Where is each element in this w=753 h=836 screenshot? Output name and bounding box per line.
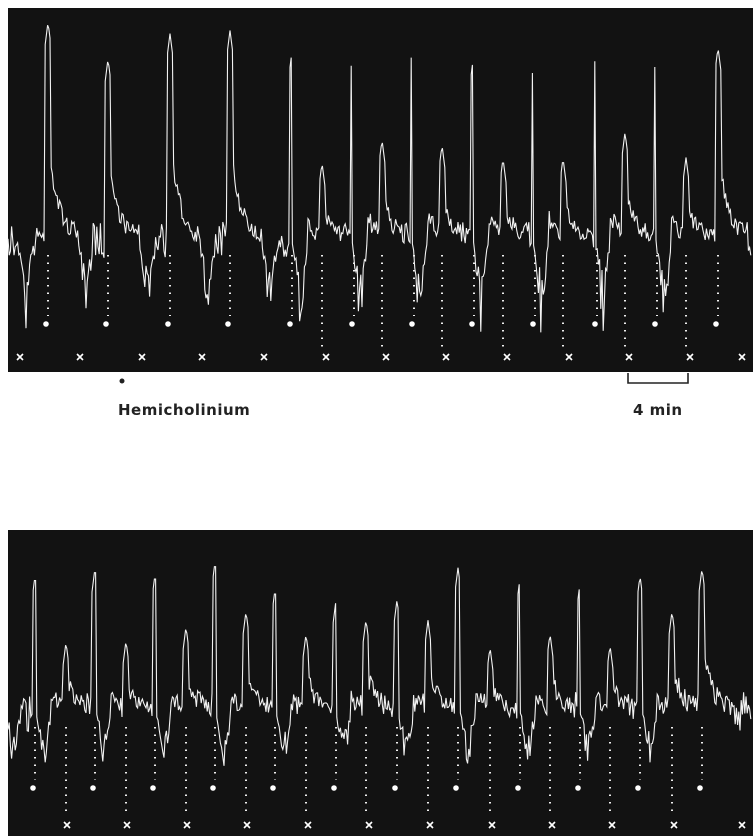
- bottom-panel: [8, 530, 753, 836]
- drug-label: Hemicholinium: [118, 401, 250, 419]
- dot-marker: [515, 785, 521, 791]
- figure-svg: Hemicholinium 4 min: [0, 0, 753, 836]
- dot-marker: [225, 321, 231, 327]
- figure: Hemicholinium 4 min: [0, 0, 753, 836]
- dot-marker: [530, 321, 536, 327]
- dot-marker: [635, 785, 641, 791]
- dot-marker: [392, 785, 398, 791]
- dot-marker: [331, 785, 337, 791]
- dot-marker: [409, 321, 415, 327]
- dot-marker: [103, 321, 109, 327]
- scale-bar: [628, 373, 688, 383]
- dot-marker: [575, 785, 581, 791]
- dot-marker: [592, 321, 598, 327]
- dot-marker: [210, 785, 216, 791]
- dot-marker: [43, 321, 49, 327]
- dot-marker: [453, 785, 459, 791]
- dot-marker: [287, 321, 293, 327]
- dot-marker: [150, 785, 156, 791]
- drug-marker: [120, 379, 125, 384]
- top-panel: [8, 8, 753, 372]
- dot-marker: [713, 321, 719, 327]
- dot-marker: [697, 785, 703, 791]
- dot-marker: [349, 321, 355, 327]
- dot-marker: [652, 321, 658, 327]
- dot-marker: [469, 321, 475, 327]
- dot-marker: [30, 785, 36, 791]
- dot-marker: [165, 321, 171, 327]
- dot-marker: [270, 785, 276, 791]
- scale-bar-label: 4 min: [633, 401, 683, 419]
- dot-marker: [90, 785, 96, 791]
